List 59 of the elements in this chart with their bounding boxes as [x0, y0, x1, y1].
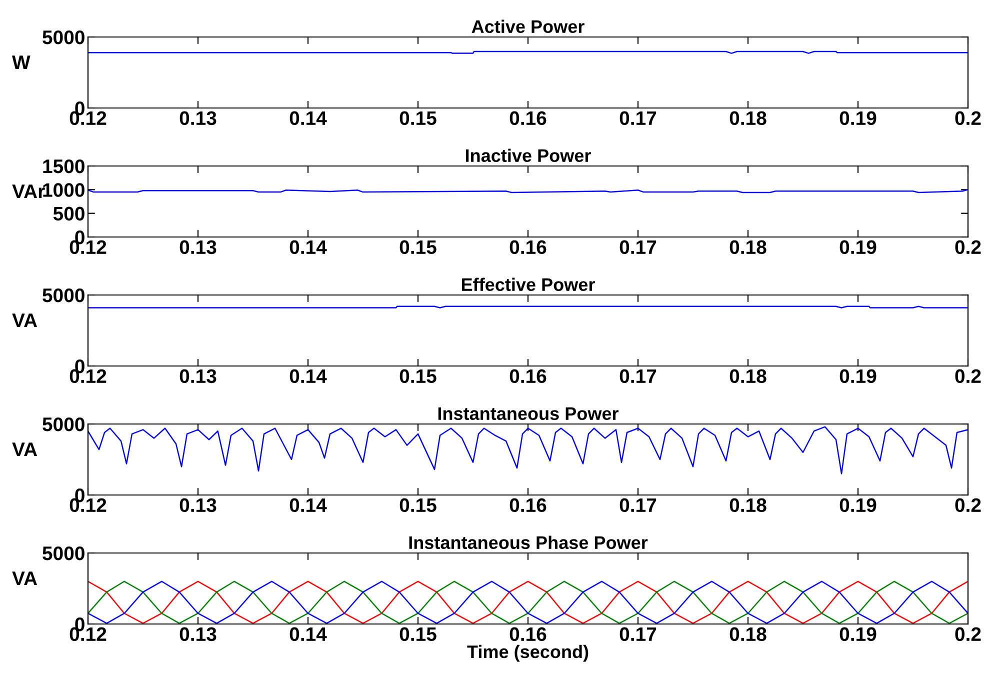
- x-tick-label: 0.19: [840, 627, 876, 642]
- x-tick-label: 0.14: [290, 369, 327, 384]
- chart-title: Active Power: [472, 20, 584, 34]
- x-tick-label: 0.15: [400, 369, 436, 384]
- x-tick-label: 0.13: [180, 111, 216, 126]
- y-axis-title: VA: [12, 572, 38, 586]
- x-tick-label: 0.13: [180, 498, 216, 512]
- x-tick-label: 0.16: [510, 627, 546, 642]
- x-tick-label: 0.2: [955, 369, 981, 384]
- x-tick-label: 0.19: [840, 240, 876, 254]
- x-tick-label: 0.17: [620, 627, 656, 642]
- x-tick-label: 0.14: [290, 240, 327, 254]
- x-tick-label: 0.19: [840, 111, 876, 126]
- x-tick-label: 0.15: [400, 240, 436, 254]
- y-axis-title: W: [12, 56, 30, 70]
- chart-title: Instantaneous Power: [438, 407, 619, 420]
- x-tick-label: 0.13: [180, 627, 216, 642]
- x-tick-label: 0.19: [840, 498, 876, 512]
- x-tick-label: 0.14: [290, 498, 327, 512]
- x-tick-label: 0.15: [400, 498, 436, 512]
- chart-title: Effective Power: [462, 278, 595, 292]
- x-tick-label: 0.2: [955, 498, 981, 512]
- chart-title: Instantaneous Phase Power: [409, 536, 648, 550]
- chart-title: Inactive Power: [466, 148, 591, 162]
- x-tick-label: 0.18: [730, 240, 766, 254]
- x-tick-label: 0.18: [730, 111, 766, 126]
- x-tick-label: 0.17: [620, 498, 656, 512]
- y-tick-label: 5000: [42, 546, 84, 560]
- x-axis-title: Time (second): [467, 644, 588, 662]
- x-tick-label: 0.13: [180, 240, 216, 254]
- y-tick-label: 5000: [42, 30, 84, 44]
- y-axis-title: VA: [12, 314, 38, 328]
- x-tick-label: 0.18: [730, 627, 766, 642]
- y-tick-label: 5000: [42, 288, 84, 302]
- y-tick-label: 1000: [43, 183, 84, 197]
- x-tick-label: 0.17: [620, 240, 656, 254]
- y-axis-title: VA: [12, 442, 38, 456]
- y-tick-label: 1500: [43, 159, 84, 174]
- x-tick-label: 0.15: [400, 111, 436, 126]
- x-tick-label: 0.2: [955, 627, 981, 642]
- x-tick-label: 0.13: [180, 369, 216, 384]
- x-tick-label: 0.17: [620, 111, 656, 126]
- y-tick-label: 5000: [42, 417, 84, 432]
- x-tick-label: 0.17: [620, 369, 656, 384]
- x-tick-label: 0.15: [400, 627, 436, 642]
- x-tick-label: 0.2: [955, 240, 981, 254]
- x-tick-label: 0.16: [510, 111, 546, 126]
- x-tick-label: 0.16: [510, 369, 546, 384]
- x-tick-label: 0.14: [290, 627, 327, 642]
- y-axis-title: VAr: [12, 184, 45, 198]
- x-tick-label: 0.18: [730, 498, 766, 512]
- x-tick-label: 0.19: [840, 369, 876, 384]
- x-tick-label: 0.18: [730, 369, 766, 384]
- x-tick-label: 0.14: [290, 111, 327, 126]
- x-tick-label: 0.2: [955, 111, 981, 126]
- x-tick-label: 0.16: [510, 240, 546, 254]
- x-tick-label: 0.16: [510, 498, 546, 512]
- line-series: [88, 426, 968, 474]
- y-tick-label: 500: [53, 206, 84, 221]
